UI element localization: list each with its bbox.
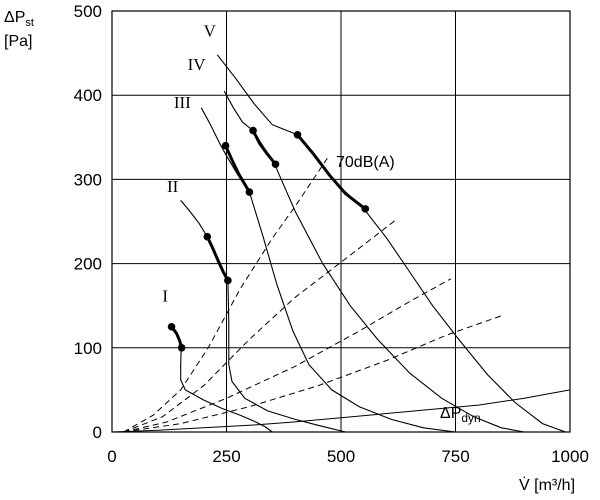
marker-iv xyxy=(249,126,257,135)
y-axis-unit: [Pa] xyxy=(4,33,32,50)
series-label-iv: IV xyxy=(188,55,207,74)
dynamic-pressure-curve xyxy=(111,389,571,433)
x-tick-label: 0 xyxy=(107,447,116,466)
series-line-ii xyxy=(180,200,346,433)
marker-v xyxy=(361,205,370,213)
series-label-ii: II xyxy=(167,177,179,196)
marker-iii xyxy=(245,188,254,196)
y-tick-label: 300 xyxy=(74,170,102,189)
x-tick-label: 500 xyxy=(327,447,355,466)
y-axis-label-sub: st xyxy=(25,17,34,29)
series-label-i: I xyxy=(162,286,168,305)
y-tick-label: 400 xyxy=(74,86,102,105)
dp-dyn-line xyxy=(111,389,571,433)
y-tick-label: 100 xyxy=(74,339,102,358)
x-axis-label: V̇ [m³/h] xyxy=(519,476,575,494)
noise-line xyxy=(123,315,502,433)
marker-i xyxy=(177,344,186,352)
annotation-70dba: 70dB(A) xyxy=(336,154,395,171)
series-label-iii: III xyxy=(174,93,191,112)
y-axis-label: ΔPst xyxy=(4,9,34,29)
marker-ii xyxy=(203,232,212,241)
marker-iii xyxy=(221,141,230,150)
noise-line xyxy=(123,219,397,433)
annotation-dp-dyn-sub: dyn xyxy=(461,411,480,425)
x-tick-label: 750 xyxy=(441,447,469,466)
x-tick-label: 250 xyxy=(212,447,240,466)
series-label-v: V xyxy=(204,21,217,40)
series-group xyxy=(167,54,566,433)
operating-range-iv xyxy=(251,129,277,166)
series-line-v xyxy=(216,54,566,433)
axes xyxy=(111,10,571,433)
x-tick-label: 1000 xyxy=(551,447,589,466)
plot-frame xyxy=(111,10,571,433)
noise-line xyxy=(123,278,452,433)
series-line-iv xyxy=(223,90,525,433)
noise-line xyxy=(123,158,328,433)
annotation-dp-dyn: ΔPdyn xyxy=(440,405,481,425)
marker-ii xyxy=(224,276,232,285)
marker-iv xyxy=(271,160,280,169)
series-line-iii xyxy=(200,107,456,433)
operating-range-ii xyxy=(205,235,230,282)
y-tick-label: 200 xyxy=(74,255,102,274)
marker-i xyxy=(167,322,176,331)
noise-dashed-lines xyxy=(123,158,502,433)
tick-labels: 0 250 500 750 1000 0 100 200 300 400 500 xyxy=(74,2,589,466)
y-tick-label: 0 xyxy=(93,423,102,442)
marker-v xyxy=(293,130,302,139)
series-line-i xyxy=(173,327,273,433)
operating-range-v xyxy=(296,133,367,211)
operating-range-iii xyxy=(224,144,251,194)
y-tick-label: 500 xyxy=(74,2,102,21)
